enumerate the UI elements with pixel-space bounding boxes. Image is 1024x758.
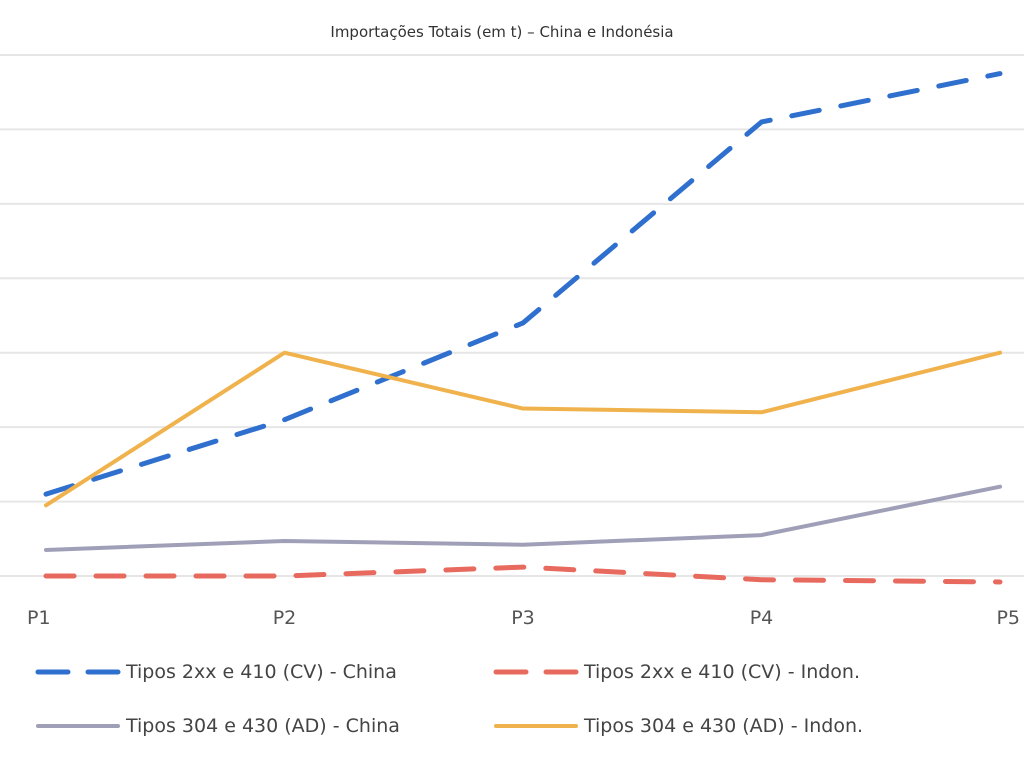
series-line-1 [43, 71, 1003, 497]
legend-label: Tipos 2xx e 410 (CV) - Indon. [583, 661, 860, 683]
x-tick-label: P5 [996, 607, 1020, 629]
legend-label: Tipos 304 e 430 (AD) - China [125, 715, 400, 737]
x-tick-label: P2 [273, 607, 297, 629]
legend-item: Tipos 304 e 430 (AD) - China [36, 715, 400, 737]
legend: Tipos 2xx e 410 (CV) - China Tipos 2xx e … [35, 661, 863, 737]
legend-item: Tipos 2xx e 410 (CV) - Indon. [493, 661, 860, 683]
x-tick-label: P1 [27, 607, 51, 629]
series-line-2 [43, 564, 1003, 585]
legend-label: Tipos 2xx e 410 (CV) - China [125, 661, 397, 683]
chart-title: Importações Totais (em t) – China e Indo… [330, 23, 673, 41]
legend-item: Tipos 304 e 430 (AD) - Indon. [494, 715, 863, 737]
legend-item: Tipos 2xx e 410 (CV) - China [35, 661, 397, 683]
x-tick-label: P4 [750, 607, 774, 629]
series-line-3 [44, 484, 1002, 552]
x-tick-label: P3 [511, 607, 535, 629]
series-line-4 [44, 350, 1002, 508]
x-axis-ticks: P1 P2 P3 P4 P5 [27, 607, 1020, 629]
gridlines [0, 54, 1024, 577]
series-lines [43, 71, 1003, 585]
legend-label: Tipos 304 e 430 (AD) - Indon. [583, 715, 863, 737]
